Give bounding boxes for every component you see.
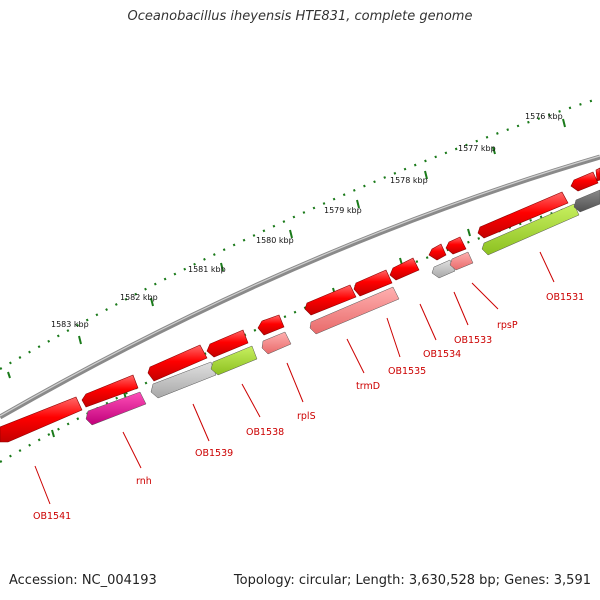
label-leader-lines — [34, 251, 555, 505]
gene-feature[interactable] — [477, 191, 569, 239]
gene-feature[interactable] — [353, 269, 393, 297]
gene-feature[interactable] — [85, 391, 147, 426]
gene-feature[interactable] — [210, 345, 258, 376]
genome-backbone-highlight — [0, 155, 600, 417]
ruler-label: 1577 kbp — [458, 144, 496, 153]
gene-label: OB1534 — [423, 349, 461, 360]
gene-feature[interactable] — [81, 374, 139, 408]
gene-feature[interactable] — [147, 344, 208, 382]
gene-label: rplS — [297, 411, 316, 422]
gene-label: OB1535 — [388, 366, 426, 377]
gene-feature[interactable] — [261, 331, 292, 355]
gene-feature[interactable] — [389, 257, 420, 281]
gene-feature[interactable] — [0, 396, 83, 443]
gene-label: OB1538 — [246, 427, 284, 438]
accession-text: Accession: NC_004193 — [9, 573, 157, 588]
gene-label: rpsP — [497, 320, 518, 331]
ruler-label: 1582 kbp — [120, 293, 158, 302]
ruler-label: 1578 kbp — [390, 176, 428, 185]
ruler-labels: 1576 kbp 1577 kbp 1578 kbp 1579 kbp 1580… — [51, 112, 563, 329]
gene-feature[interactable] — [309, 286, 400, 335]
gene-feature[interactable] — [150, 361, 217, 399]
gene-label: OB1541 — [33, 511, 71, 522]
gene-label: OB1531 — [546, 292, 584, 303]
gene-feature[interactable] — [595, 167, 600, 182]
gene-label: rnh — [136, 476, 152, 487]
gene-feature[interactable] — [206, 329, 249, 358]
gene-feature[interactable] — [257, 314, 285, 336]
gene-label: OB1539 — [195, 448, 233, 459]
gene-features — [85, 189, 600, 426]
gene-label: trmD — [356, 381, 380, 392]
gene-feature[interactable] — [449, 251, 474, 271]
gene-feature[interactable] — [445, 236, 467, 255]
ruler-label: 1581 kbp — [188, 265, 226, 274]
gene-feature[interactable] — [573, 189, 600, 213]
ruler-major-ticks — [7, 118, 566, 438]
genome-backbone — [0, 154, 600, 420]
ruler-label: 1579 kbp — [324, 206, 362, 215]
ruler-label: 1580 kbp — [256, 236, 294, 245]
ruler-label: 1583 kbp — [51, 320, 89, 329]
gene-labels: OB1531 rpsP OB1533 OB1534 OB1535 trmD rp… — [33, 292, 584, 522]
map-title: Oceanobacillus iheyensis HTE831, complet… — [127, 9, 473, 24]
ruler-label: 1576 kbp — [525, 112, 563, 121]
gene-feature[interactable] — [481, 203, 580, 256]
gene-label: OB1533 — [454, 335, 492, 346]
gene-feature[interactable] — [304, 284, 357, 316]
gene-feature[interactable] — [570, 171, 599, 192]
forward-strand-features — [0, 167, 600, 443]
genome-summary-text: Topology: circular; Length: 3,630,528 bp… — [233, 573, 591, 588]
gene-feature[interactable] — [428, 243, 447, 261]
gene-feature[interactable] — [431, 259, 456, 279]
